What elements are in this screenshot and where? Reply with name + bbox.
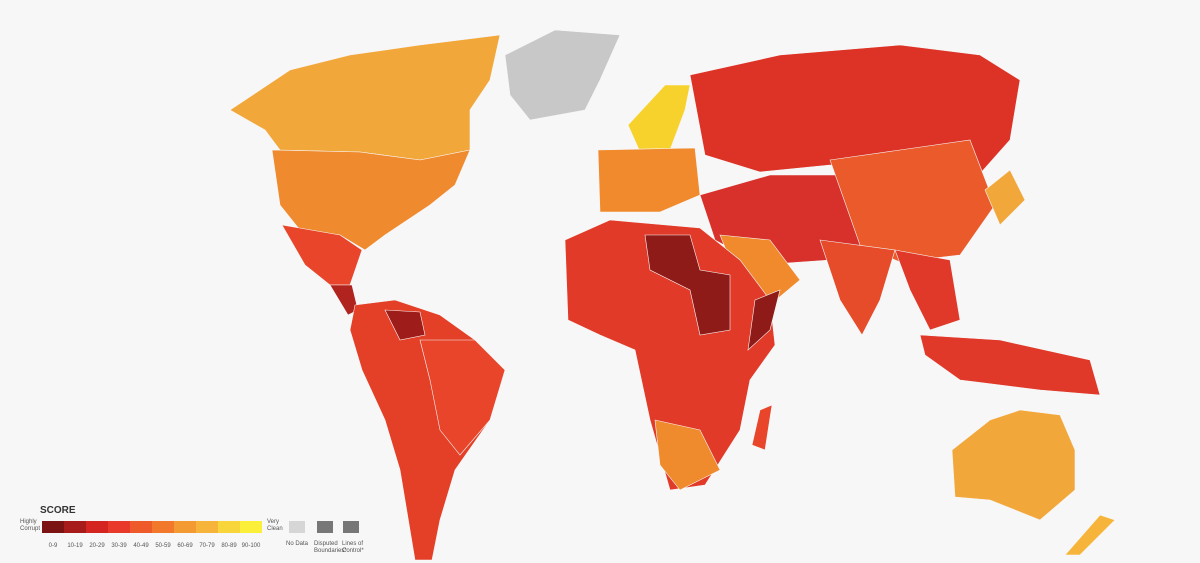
usa: [271, 149, 471, 251]
legend-swatch: [174, 521, 196, 533]
venezuela: [384, 309, 426, 341]
legend-swatch: [152, 521, 174, 533]
indonesia: [919, 334, 1101, 396]
western-europe: [597, 147, 701, 213]
disputed-label: Disputed Boundaries*: [314, 541, 347, 554]
legend: 0-9 10-19 20-29 30-39 40-49 50-59 60-69 70-79 80…: [42, 521, 359, 549]
legend-bin-label: 10-19: [67, 543, 83, 549]
greenland: [504, 29, 621, 121]
brazil: [419, 339, 506, 456]
legend-bin-label: 30-39: [111, 543, 127, 549]
countries: [229, 29, 1116, 561]
madagascar: [751, 404, 773, 451]
legend-swatch: [108, 521, 130, 533]
legend-bin-label: 40-49: [133, 543, 149, 549]
japan: [984, 169, 1026, 226]
lines-of-control-label: Lines of Control*: [342, 541, 364, 554]
somalia: [747, 289, 781, 351]
india: [819, 239, 896, 336]
legend-bin-label: 60-69: [177, 543, 193, 549]
new-zealand: [1064, 514, 1116, 556]
legend-swatch: [196, 521, 218, 533]
legend-bin-label: 70-79: [199, 543, 215, 549]
lines-of-control-swatch: [343, 521, 359, 533]
legend-swatch: [64, 521, 86, 533]
canada: [229, 34, 501, 161]
legend-title: SCORE: [40, 505, 76, 516]
scandinavia: [627, 84, 691, 153]
legend-swatch: [130, 521, 152, 533]
no-data-label: No Data: [286, 541, 309, 547]
southeast-asia: [894, 249, 961, 331]
australia: [951, 409, 1076, 521]
legend-bin-label: 0-9: [49, 543, 58, 549]
legend-low-label: Highly Corrupt: [20, 519, 41, 532]
disputed-swatch: [317, 521, 333, 533]
legend-bin-label: 90-100: [242, 543, 261, 549]
no-data-swatch: [289, 521, 305, 533]
legend-swatch: [86, 521, 108, 533]
legend-swatch: [240, 521, 262, 533]
legend-bin-label: 20-29: [89, 543, 105, 549]
legend-swatch: [218, 521, 240, 533]
libya-sudan: [644, 234, 731, 336]
legend-swatch: [42, 521, 64, 533]
southern-africa: [654, 419, 721, 491]
legend-bin-label: 50-59: [155, 543, 171, 549]
legend-bin-label: 80-89: [221, 543, 237, 549]
legend-high-label: Very Clean: [267, 519, 283, 532]
